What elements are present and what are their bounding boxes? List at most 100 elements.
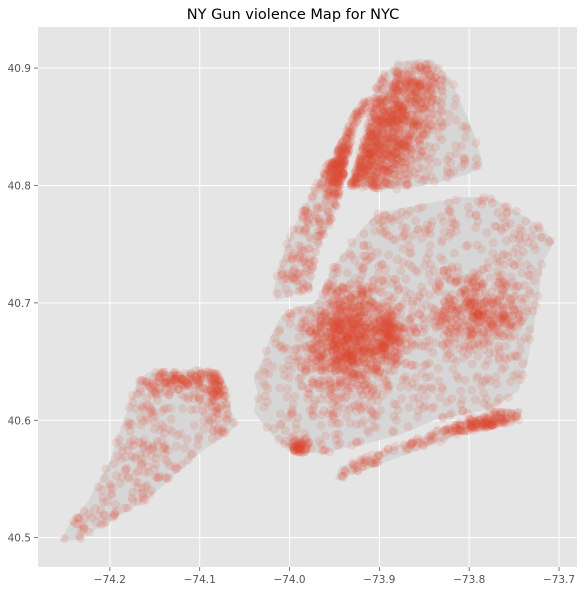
incident-point [493, 207, 503, 218]
incident-point [371, 118, 382, 129]
incident-point [373, 138, 383, 148]
incident-point [389, 159, 400, 169]
incident-point [400, 111, 411, 121]
incident-point [356, 151, 366, 161]
incident-point [358, 162, 368, 173]
incident-point [370, 147, 380, 158]
incident-point [387, 134, 397, 145]
incident-point [359, 141, 369, 152]
incident-point [467, 385, 477, 395]
incident-point [514, 259, 524, 269]
incident-point [374, 115, 384, 126]
incident-point [393, 142, 403, 152]
incident-point [364, 177, 374, 187]
incident-point [362, 148, 373, 159]
incident-point [122, 463, 132, 473]
incident-point [374, 276, 384, 287]
incident-point [371, 179, 381, 189]
incident-point [379, 158, 389, 168]
incident-point [393, 85, 403, 96]
incident-point [350, 109, 361, 119]
incident-point [397, 104, 408, 115]
incident-point [482, 228, 492, 238]
incident-point [417, 163, 428, 173]
incident-point [371, 115, 381, 125]
x-axis-ticks: −74.2 −74.1 −74.0 −73.9 −73.8 −73.7 [94, 567, 575, 586]
incident-point [341, 132, 351, 142]
incident-point [456, 386, 466, 396]
incident-point [173, 430, 183, 441]
incident-point [350, 166, 361, 177]
incident-point [375, 147, 386, 158]
incident-point [336, 163, 346, 173]
incident-point [331, 159, 341, 169]
land-polygons [60, 58, 555, 542]
incident-point [375, 120, 385, 131]
incident-point [383, 161, 393, 172]
incident-point [418, 440, 428, 450]
incident-point [394, 101, 404, 111]
incident-point [413, 129, 423, 139]
incident-point [374, 149, 384, 159]
incident-point [370, 141, 381, 151]
incident-point [383, 130, 394, 140]
incident-point [305, 208, 316, 219]
incident-point [391, 101, 402, 112]
incident-point [365, 110, 375, 120]
incident-point [346, 130, 356, 140]
incident-point [350, 400, 360, 411]
incident-point [398, 123, 408, 134]
land-brooklyn-and-queens [253, 197, 555, 454]
incident-points [59, 58, 555, 544]
incident-point [338, 151, 348, 162]
incident-point [347, 114, 358, 124]
incident-point [368, 170, 378, 180]
incident-point [544, 237, 554, 247]
incident-point [388, 127, 398, 138]
incident-point [441, 338, 451, 348]
incident-point [366, 141, 377, 151]
incident-point [293, 438, 304, 448]
incident-point [382, 126, 393, 136]
incident-point [367, 143, 378, 154]
incident-point [354, 172, 364, 183]
land-manhattan [273, 99, 371, 301]
incident-point [320, 183, 330, 193]
incident-point [358, 182, 368, 192]
incident-point [463, 240, 473, 250]
incident-point [378, 128, 388, 139]
incident-point [412, 112, 422, 122]
incident-point [409, 97, 420, 107]
incident-point [460, 155, 470, 166]
incident-point [376, 99, 387, 109]
incident-point [381, 165, 392, 175]
incident-point [403, 131, 414, 141]
incident-point [391, 108, 402, 119]
incident-point [379, 152, 389, 162]
incident-point [398, 113, 408, 124]
incident-point [365, 161, 375, 172]
incident-point [476, 199, 487, 209]
incident-point [392, 357, 402, 368]
incident-point [386, 153, 396, 163]
incident-point [395, 107, 405, 118]
incident-point [337, 154, 347, 164]
y-tick-label: 40.8 [8, 180, 31, 192]
incident-point [402, 179, 412, 189]
incident-point [412, 107, 422, 118]
incident-point [387, 147, 398, 157]
incident-point [373, 177, 383, 188]
incident-point [369, 421, 379, 432]
incident-point [368, 182, 378, 193]
incident-point [372, 150, 382, 161]
incident-point [490, 304, 500, 315]
incident-point [352, 107, 362, 117]
incident-point [378, 145, 389, 156]
incident-point [415, 127, 425, 137]
incident-point [485, 272, 495, 282]
incident-point [375, 154, 385, 165]
incident-point [426, 148, 437, 158]
incident-point [409, 167, 419, 178]
incident-point [360, 165, 370, 176]
